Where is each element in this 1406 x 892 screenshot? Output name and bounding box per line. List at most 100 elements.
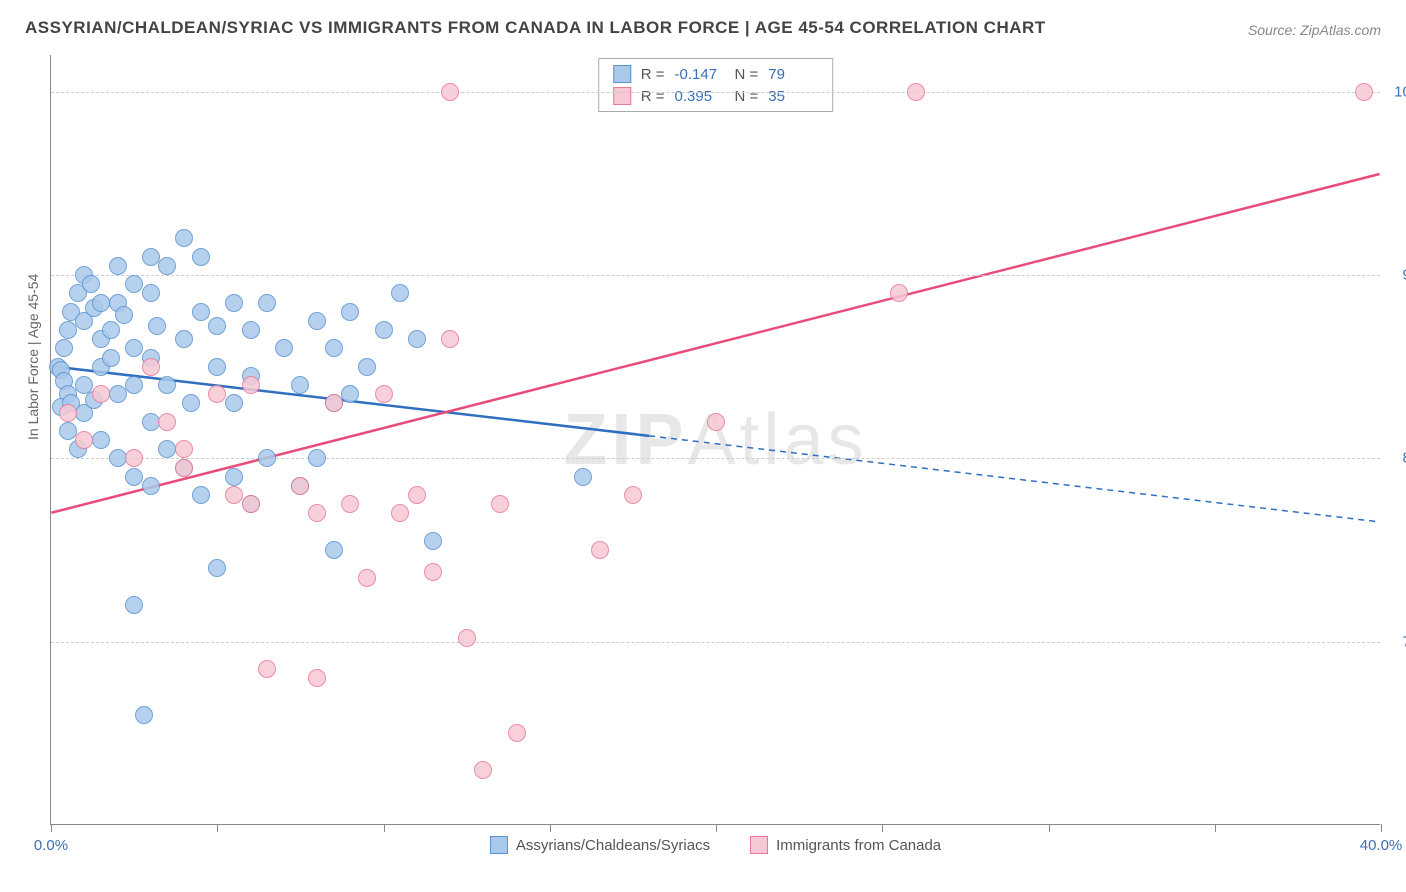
scatter-point [102, 349, 120, 367]
scatter-point [325, 394, 343, 412]
n-value: 35 [768, 88, 818, 105]
scatter-point [308, 312, 326, 330]
scatter-point [242, 321, 260, 339]
scatter-point [102, 321, 120, 339]
scatter-point [225, 486, 243, 504]
scatter-point [192, 486, 210, 504]
scatter-point [258, 660, 276, 678]
scatter-point [574, 468, 592, 486]
scatter-point [158, 257, 176, 275]
scatter-point [158, 413, 176, 431]
scatter-point [890, 284, 908, 302]
x-tick [1381, 824, 1382, 832]
source-label: Source: ZipAtlas.com [1248, 22, 1381, 38]
scatter-point [291, 376, 309, 394]
plot-area: ZIPAtlas R =-0.147N =79R =0.395N =35 Ass… [50, 55, 1380, 825]
scatter-point [275, 339, 293, 357]
chart-container: ASSYRIAN/CHALDEAN/SYRIAC VS IMMIGRANTS F… [0, 0, 1406, 892]
scatter-point [358, 569, 376, 587]
scatter-point [125, 449, 143, 467]
n-label: N = [735, 88, 759, 105]
scatter-point [92, 385, 110, 403]
scatter-point [458, 629, 476, 647]
scatter-point [325, 541, 343, 559]
series-swatch [613, 65, 631, 83]
scatter-point [109, 257, 127, 275]
legend-label: Assyrians/Chaldeans/Syriacs [516, 837, 710, 854]
scatter-point [192, 303, 210, 321]
scatter-point [1355, 83, 1373, 101]
scatter-point [491, 495, 509, 513]
gridline-h [51, 92, 1380, 93]
scatter-point [391, 284, 409, 302]
scatter-point [175, 229, 193, 247]
scatter-point [125, 376, 143, 394]
scatter-point [75, 431, 93, 449]
scatter-point [192, 248, 210, 266]
gridline-h [51, 642, 1380, 643]
legend-item: Immigrants from Canada [750, 836, 941, 854]
stats-row: R =0.395N =35 [613, 85, 819, 107]
scatter-point [59, 404, 77, 422]
y-axis-label: In Labor Force | Age 45-54 [25, 274, 41, 440]
x-tick [1049, 824, 1050, 832]
scatter-point [375, 385, 393, 403]
scatter-point [258, 449, 276, 467]
scatter-point [441, 330, 459, 348]
scatter-point [258, 294, 276, 312]
legend-label: Immigrants from Canada [776, 837, 941, 854]
scatter-point [707, 413, 725, 431]
legend-swatch [490, 836, 508, 854]
scatter-point [242, 495, 260, 513]
scatter-point [175, 440, 193, 458]
legend-item: Assyrians/Chaldeans/Syriacs [490, 836, 710, 854]
n-value: 79 [768, 66, 818, 83]
legend-swatch [750, 836, 768, 854]
scatter-point [92, 294, 110, 312]
x-tick [716, 824, 717, 832]
y-tick-label: 100.0% [1390, 83, 1406, 100]
regression-line [51, 174, 1379, 513]
scatter-point [182, 394, 200, 412]
scatter-point [125, 275, 143, 293]
gridline-h [51, 458, 1380, 459]
regression-line-extension [649, 436, 1380, 522]
x-tick [1215, 824, 1216, 832]
scatter-point [158, 440, 176, 458]
x-tick [882, 824, 883, 832]
scatter-point [125, 468, 143, 486]
scatter-point [208, 385, 226, 403]
scatter-point [424, 532, 442, 550]
x-tick [51, 824, 52, 832]
x-tick [384, 824, 385, 832]
scatter-point [308, 669, 326, 687]
scatter-point [225, 394, 243, 412]
scatter-point [158, 376, 176, 394]
scatter-point [591, 541, 609, 559]
scatter-point [308, 504, 326, 522]
scatter-point [175, 459, 193, 477]
scatter-point [474, 761, 492, 779]
scatter-point [142, 248, 160, 266]
scatter-point [424, 563, 442, 581]
scatter-point [148, 317, 166, 335]
scatter-point [142, 284, 160, 302]
scatter-point [242, 376, 260, 394]
scatter-point [508, 724, 526, 742]
scatter-point [59, 321, 77, 339]
scatter-point [142, 477, 160, 495]
scatter-point [341, 385, 359, 403]
scatter-point [624, 486, 642, 504]
scatter-point [408, 330, 426, 348]
scatter-point [59, 422, 77, 440]
y-tick-label: 70.0% [1390, 633, 1406, 650]
scatter-point [308, 449, 326, 467]
r-value: 0.395 [675, 88, 725, 105]
x-tick [550, 824, 551, 832]
scatter-point [82, 275, 100, 293]
scatter-point [225, 294, 243, 312]
scatter-point [125, 596, 143, 614]
scatter-point [142, 358, 160, 376]
regression-lines-layer [51, 55, 1380, 824]
x-tick-label: 40.0% [1360, 837, 1403, 854]
